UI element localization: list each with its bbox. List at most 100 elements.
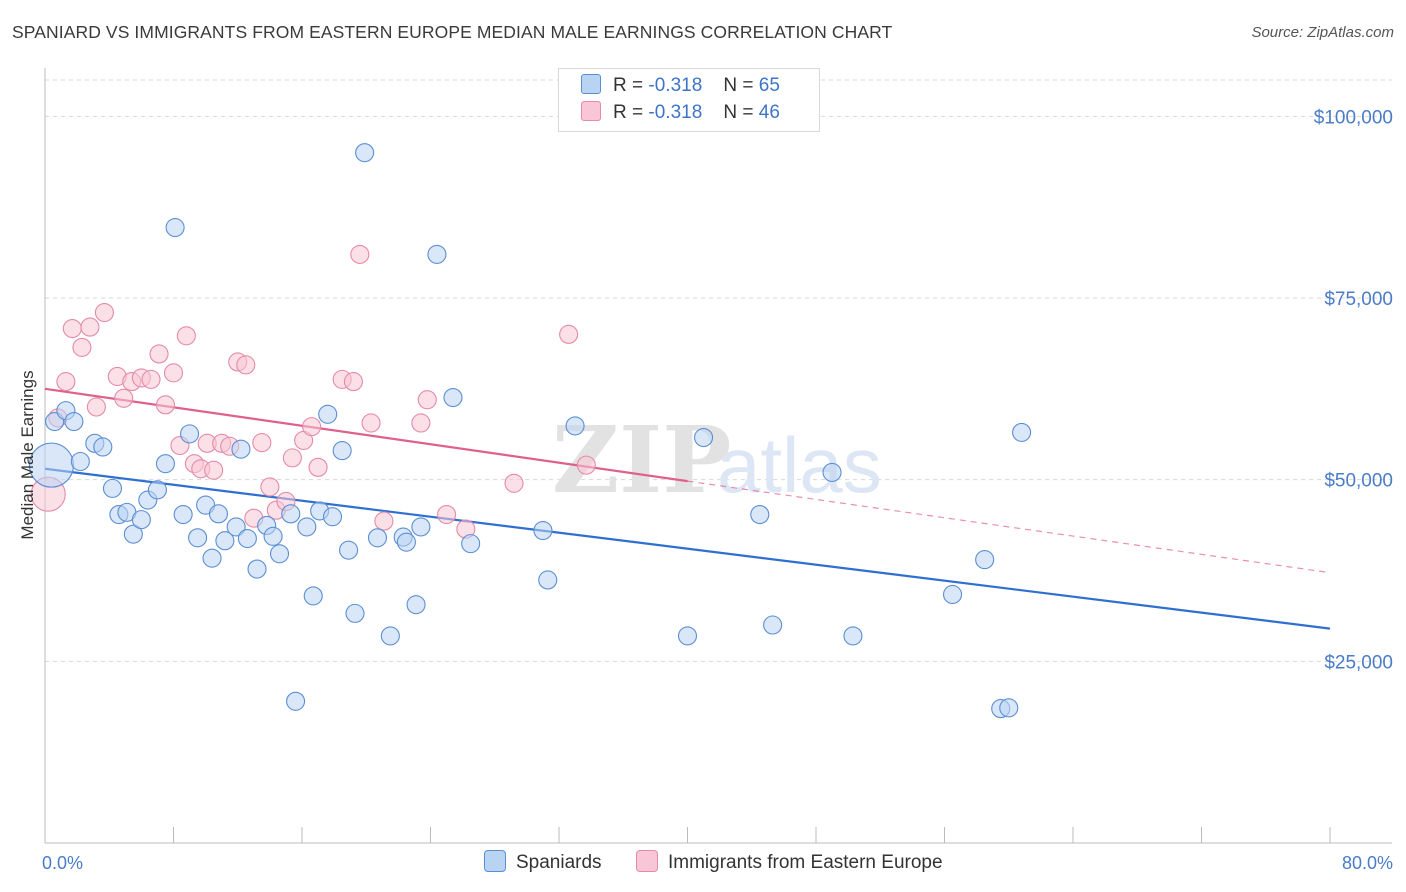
point-spaniards: [247, 559, 267, 579]
point-immigrants: [374, 511, 394, 531]
point-immigrants: [86, 397, 106, 417]
r-label: R =: [613, 102, 644, 123]
n-label: N =: [723, 75, 754, 96]
point-spaniards: [750, 504, 770, 525]
swatch-spaniards: [581, 74, 601, 94]
point-spaniards: [303, 586, 323, 606]
point-spaniards: [263, 526, 283, 546]
point-spaniards: [318, 404, 338, 424]
point-immigrants: [559, 324, 579, 344]
point-immigrants: [141, 369, 161, 389]
point-spaniards: [202, 548, 222, 568]
x-tick-label-max: 80.0%: [1342, 853, 1393, 873]
point-spaniards: [281, 504, 301, 524]
point-spaniards: [822, 462, 842, 482]
n-label: N =: [723, 102, 754, 123]
point-immigrants: [72, 337, 92, 357]
point-spaniards: [427, 244, 447, 264]
point-immigrants: [576, 455, 596, 475]
source-note: Source: ZipAtlas.com: [1251, 24, 1394, 41]
point-spaniards: [565, 416, 585, 436]
point-immigrants: [411, 413, 431, 433]
point-spaniards: [694, 427, 714, 448]
point-immigrants: [114, 388, 134, 408]
point-immigrants: [350, 244, 370, 264]
point-immigrants: [282, 448, 302, 468]
stats-row-immigrants: R = -0.318 N = 46: [581, 101, 780, 127]
point-spaniards: [677, 626, 698, 646]
swatch-immigrants: [581, 101, 601, 121]
stats-row-spaniards: R = -0.318 N = 65: [581, 74, 780, 100]
point-spaniards: [165, 217, 185, 238]
point-spaniards: [208, 504, 229, 524]
y-tick-label: $100,000: [1314, 107, 1393, 128]
point-spaniards: [123, 524, 143, 544]
y-axis-label: Median Male Earnings: [18, 370, 37, 539]
y-tick-label: $50,000: [1324, 471, 1393, 492]
point-immigrants: [308, 457, 328, 477]
stats-legend: R = -0.318 N = 65 R = -0.318 N = 46: [558, 68, 820, 132]
point-spaniards: [1012, 422, 1032, 442]
point-spaniards: [396, 532, 416, 552]
point-immigrants: [149, 344, 169, 364]
point-spaniards: [538, 570, 558, 590]
point-spaniards: [975, 550, 995, 570]
series-legend: Spaniards Immigrants from Eastern Europe: [0, 850, 1406, 878]
point-spaniards: [70, 451, 90, 472]
legend-item-immigrants[interactable]: Immigrants from Eastern Europe: [636, 850, 943, 874]
point-immigrants: [163, 363, 184, 383]
point-spaniards: [461, 534, 481, 554]
point-spaniards: [286, 691, 306, 711]
n-value: 46: [758, 102, 780, 123]
point-immigrants: [204, 460, 224, 480]
y-tick-labels: $25,000 $50,000 $75,000 $100,000: [1314, 107, 1393, 673]
point-immigrants: [417, 390, 437, 410]
point-spaniards: [380, 626, 400, 646]
point-spaniards: [102, 478, 123, 498]
x-tick-label-min: 0.0%: [42, 853, 83, 873]
point-spaniards: [367, 528, 388, 548]
legend-swatch-spaniards: [484, 850, 506, 872]
point-spaniards: [339, 540, 359, 560]
point-spaniards: [215, 531, 235, 551]
point-spaniards: [443, 388, 463, 408]
point-immigrants: [176, 326, 196, 346]
point-immigrants: [302, 417, 322, 437]
point-spaniards: [411, 517, 431, 537]
point-spaniards: [269, 544, 290, 564]
x-tick-labels: 0.0% 80.0%: [42, 853, 1393, 873]
point-spaniards: [345, 603, 365, 623]
r-value: -0.318: [648, 102, 703, 123]
point-immigrants: [236, 355, 256, 375]
n-value: 65: [758, 75, 780, 96]
r-label: R =: [613, 75, 644, 96]
point-spaniards: [64, 411, 84, 432]
point-immigrants: [343, 372, 363, 392]
point-spaniards: [942, 584, 963, 605]
point-spaniards: [173, 504, 193, 525]
point-spaniards: [180, 424, 200, 444]
legend-item-spaniards[interactable]: Spaniards: [484, 850, 602, 874]
series-spaniards-points: [28, 143, 1032, 719]
point-spaniards: [297, 517, 317, 537]
legend-label-spaniards: Spaniards: [516, 852, 602, 873]
point-immigrants: [437, 504, 457, 525]
legend-swatch-immigrants: [636, 850, 658, 872]
point-spaniards: [355, 143, 375, 163]
point-spaniards: [332, 441, 352, 461]
chart-title: SPANIARD VS IMMIGRANTS FROM EASTERN EURO…: [12, 22, 893, 42]
point-spaniards: [188, 528, 208, 548]
point-spaniards: [406, 595, 426, 615]
trend-line-spaniards: [44, 467, 1331, 630]
point-spaniards: [763, 615, 783, 635]
point-spaniards: [322, 507, 343, 527]
point-spaniards: [533, 520, 553, 541]
point-immigrants: [62, 318, 82, 339]
point-spaniards: [93, 437, 113, 457]
point-spaniards: [155, 454, 176, 474]
legend-label-immigrants: Immigrants from Eastern Europe: [668, 852, 943, 873]
point-immigrants: [56, 372, 76, 392]
point-immigrants: [260, 477, 280, 497]
point-immigrants: [155, 395, 176, 415]
